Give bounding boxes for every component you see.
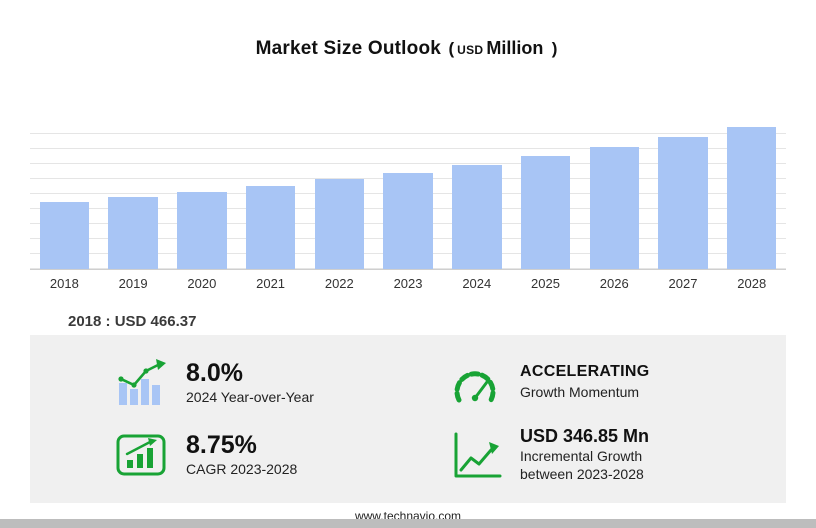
stat-cagr-text: 8.75% CAGR 2023-2028 (186, 430, 298, 479)
bar-2026 (589, 147, 639, 269)
x-tick-label: 2025 (531, 276, 560, 291)
bar-2025 (520, 156, 571, 269)
chart-title-text: Market Size Outlook (255, 38, 442, 59)
x-tick-label: 2022 (324, 276, 354, 291)
x-tick-label: 2027 (668, 276, 698, 291)
x-tick-label: 2024 (462, 276, 492, 291)
x-tick-label: 2021 (256, 276, 286, 291)
stat-incremental-label-line2: between 2023-2028 (520, 465, 644, 482)
stat-cagr-value: 8.75% (186, 430, 257, 459)
base-year-annotation: 2018 : USD 466.37 (68, 313, 197, 330)
stat-momentum-value: ACCELERATING (520, 363, 650, 381)
bar-2024 (452, 164, 502, 269)
bar-column (580, 122, 649, 269)
unit-currency: USD (457, 43, 484, 57)
unit-magnitude: Million (486, 38, 544, 58)
x-tick-label: 2019 (118, 276, 148, 291)
stat-cagr: 8.75% CAGR 2023-2028 (112, 419, 422, 491)
stat-incremental-value: USD 346.85 Mn (520, 425, 650, 446)
bar-column (442, 122, 511, 269)
stat-yoy: 8.0% 2024 Year-over-Year (112, 347, 422, 419)
bar-column (99, 122, 168, 269)
bar-column (236, 122, 305, 269)
x-tick-label: 2020 (187, 276, 217, 291)
x-tick-label: 2026 (599, 276, 629, 291)
stat-momentum: ACCELERATING Growth Momentum (446, 347, 756, 419)
stat-incremental: USD 346.85 Mn Incremental Growth between… (446, 419, 756, 491)
paren-open: ( (448, 39, 455, 58)
bar-column (167, 122, 236, 269)
stat-incremental-label-line1: Incremental Growth (520, 448, 643, 465)
speedometer-icon (446, 362, 504, 404)
stats-panel: 8.0% 2024 Year-over-Year ACCELERATING Gr… (30, 335, 786, 503)
bar-2019 (108, 197, 158, 269)
bar-plot (30, 122, 786, 270)
bar-chart (30, 122, 786, 270)
stat-cagr-label: CAGR 2023-2028 (186, 460, 298, 477)
bottom-bar (0, 519, 816, 528)
bar-2022 (314, 179, 365, 269)
x-tick-label: 2018 (49, 276, 79, 291)
bar-2020 (177, 191, 227, 269)
bar-2018 (39, 202, 90, 269)
stat-momentum-label: Growth Momentum (520, 384, 640, 401)
stat-incremental-label: Incremental Growth between 2023-2028 (520, 448, 649, 483)
bar-column (511, 122, 580, 269)
bar-column (717, 122, 786, 269)
bar-chart-trend-icon (112, 357, 170, 409)
chart-window-icon (112, 430, 170, 480)
stat-momentum-text: ACCELERATING Growth Momentum (520, 364, 650, 401)
x-tick-label: 2028 (737, 276, 767, 291)
bar-2027 (658, 137, 708, 269)
bar-2021 (245, 185, 296, 269)
stat-incremental-text: USD 346.85 Mn Incremental Growth between… (520, 425, 650, 484)
chart-title: Market Size Outlook (USD Million ) (0, 38, 816, 60)
x-axis-labels: 2018 2019 2020 2021 2022 2023 2024 2025 2026 2027… (30, 276, 786, 291)
stat-yoy-text: 8.0% 2024 Year-over-Year (186, 358, 314, 407)
bar-2023 (383, 172, 433, 269)
bar-2028 (726, 126, 777, 269)
bar-column (305, 122, 374, 269)
bar-column (374, 122, 443, 269)
bar-column (30, 122, 99, 269)
stat-yoy-value: 8.0% (186, 358, 243, 387)
paren-close: ) (551, 39, 558, 58)
x-tick-label: 2023 (393, 276, 423, 291)
stat-yoy-label: 2024 Year-over-Year (186, 388, 314, 405)
bar-column (649, 122, 718, 269)
chart-title-unit: (USD Million ) (445, 38, 560, 59)
growth-axes-icon (446, 430, 504, 480)
